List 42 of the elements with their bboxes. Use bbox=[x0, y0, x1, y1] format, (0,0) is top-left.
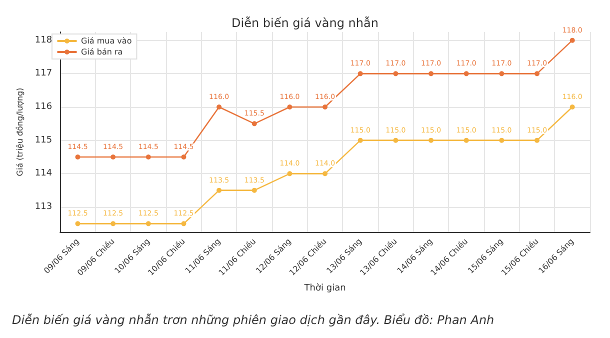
point bbox=[322, 104, 328, 110]
y-tick-label: 115 bbox=[34, 135, 52, 146]
point bbox=[393, 71, 398, 76]
point bbox=[570, 38, 575, 43]
point bbox=[181, 221, 186, 226]
point bbox=[358, 138, 363, 143]
point bbox=[287, 171, 292, 176]
point bbox=[428, 71, 434, 76]
point bbox=[216, 104, 222, 110]
legend-label: Giá bán ra bbox=[81, 48, 123, 56]
point bbox=[358, 71, 363, 76]
point bbox=[146, 154, 151, 160]
point bbox=[570, 104, 575, 110]
point bbox=[428, 138, 434, 143]
point bbox=[534, 138, 540, 143]
y-tick-label: 113 bbox=[34, 202, 52, 212]
point bbox=[75, 154, 80, 160]
chart-title: Diễn biến giá vàng nhẫn bbox=[232, 16, 378, 30]
x-axis-title: Thời gian bbox=[303, 282, 346, 294]
text: Diễn biến giá vàng nhẫn trơn những phiên giao dịch gần đây. Biểu đồ: Phan Anh bbox=[12, 313, 494, 327]
y-axis-title: Giá (triệu đồng/lượng) bbox=[16, 88, 24, 176]
point bbox=[499, 71, 504, 76]
point bbox=[146, 221, 151, 226]
y-tick-label: 117 bbox=[34, 68, 52, 79]
point bbox=[181, 154, 186, 160]
point bbox=[393, 138, 398, 143]
point bbox=[252, 188, 257, 193]
point bbox=[534, 71, 540, 76]
point bbox=[110, 221, 116, 226]
point bbox=[464, 138, 469, 143]
point bbox=[287, 104, 292, 110]
point bbox=[216, 188, 222, 193]
y-tick-label: 114 bbox=[34, 168, 52, 179]
point bbox=[464, 71, 469, 76]
legend-label: Giá mua vào bbox=[81, 36, 132, 46]
point bbox=[75, 221, 80, 226]
y-tick-label: 118 bbox=[34, 35, 52, 46]
point bbox=[499, 138, 504, 143]
point bbox=[252, 121, 257, 126]
point bbox=[322, 171, 328, 176]
point bbox=[110, 154, 116, 160]
y-tick-label: 116 bbox=[34, 102, 52, 112]
